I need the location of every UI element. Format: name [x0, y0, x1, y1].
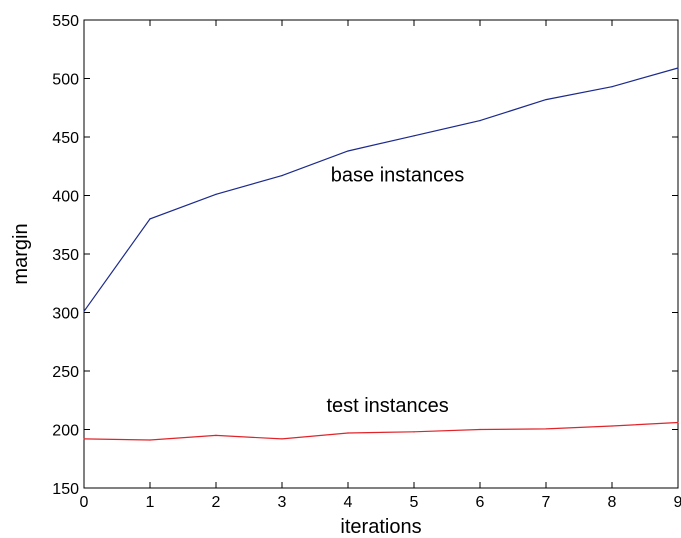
data-point-test — [149, 439, 151, 441]
y-axis-ticks: 150 200 250 300 350 400 450 500 550 — [52, 13, 678, 498]
plot-area — [83, 19, 679, 489]
y-tick-label: 300 — [52, 306, 79, 323]
data-point-base — [215, 193, 217, 195]
x-tick-label: 6 — [476, 494, 485, 511]
data-point-base — [347, 150, 349, 152]
x-tick-label: 8 — [608, 494, 617, 511]
data-point-test — [215, 434, 217, 436]
x-tick-label: 3 — [278, 494, 287, 511]
data-point-base — [545, 98, 547, 101]
y-tick-label: 350 — [52, 247, 79, 264]
x-tick-label: 0 — [80, 494, 89, 511]
x-tick-label: 4 — [344, 494, 353, 511]
x-axis-label: iterations — [340, 516, 421, 538]
x-tick-label: 5 — [410, 494, 419, 511]
series-line-base — [83, 67, 679, 312]
data-point-base — [281, 175, 283, 177]
data-point-base — [611, 86, 613, 88]
data-point-base — [677, 67, 679, 69]
annotation-label: base instances — [331, 164, 464, 186]
data-point-base — [413, 135, 415, 137]
data-point-test — [347, 432, 349, 434]
x-tick-label: 7 — [542, 494, 551, 511]
data-point-test — [611, 425, 613, 427]
data-point-test — [83, 438, 85, 440]
data-point-test — [479, 428, 481, 431]
x-tick-label: 9 — [674, 494, 681, 511]
y-tick-label: 450 — [52, 130, 79, 147]
data-point-test — [677, 421, 679, 424]
y-axis-label: margin — [10, 223, 32, 284]
y-tick-label: 150 — [52, 481, 79, 498]
x-tick-label: 1 — [146, 494, 155, 511]
y-tick-label: 400 — [52, 189, 79, 206]
series-line-test — [83, 421, 679, 441]
data-point-base — [83, 310, 85, 312]
data-point-base — [149, 218, 151, 220]
data-point-base — [479, 120, 481, 122]
data-point-test — [545, 428, 547, 430]
annotation-label: test instances — [326, 395, 448, 417]
y-tick-label: 200 — [52, 423, 79, 440]
x-axis-ticks: 0 1 2 3 4 5 6 7 8 9 — [80, 20, 681, 511]
data-point-test — [413, 431, 415, 433]
y-tick-label: 500 — [52, 72, 79, 89]
series-lines — [83, 67, 679, 441]
annotations: base instances test instances — [326, 164, 464, 416]
y-tick-label: 550 — [52, 13, 79, 30]
y-tick-label: 250 — [52, 364, 79, 381]
data-point-test — [281, 438, 283, 440]
x-tick-label: 2 — [212, 494, 221, 511]
